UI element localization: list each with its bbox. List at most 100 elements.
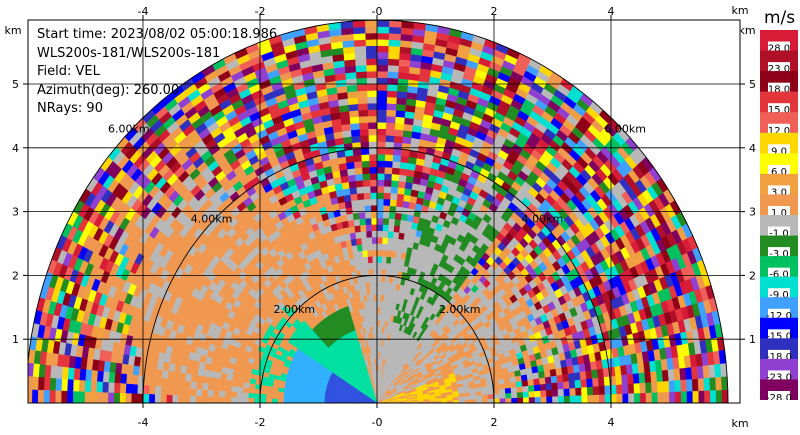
- velocity-gate: [370, 192, 378, 200]
- velocity-gate: [356, 83, 368, 92]
- velocity-gate: [389, 192, 398, 201]
- velocity-gate: [385, 109, 397, 117]
- velocity-gate: [651, 392, 659, 403]
- velocity-gate: [347, 97, 359, 106]
- velocity-gate: [364, 211, 372, 219]
- velocity-gate: [380, 268, 386, 276]
- velocity-gate: [366, 83, 378, 91]
- velocity-gate: [557, 395, 565, 403]
- velocity-gate: [521, 379, 529, 387]
- velocity-gate: [709, 389, 717, 403]
- velocity-gate: [376, 288, 381, 295]
- velocity-gate: [380, 281, 386, 289]
- velocity-gate: [373, 307, 378, 314]
- velocity-gate: [351, 206, 359, 214]
- velocity-gate: [376, 256, 382, 263]
- velocity-gate: [384, 281, 389, 290]
- velocity-gate: [385, 122, 396, 130]
- velocity-gate: [505, 397, 512, 403]
- velocity-gate: [390, 179, 399, 188]
- velocity-gate: [376, 115, 387, 123]
- velocity-gate: [372, 262, 378, 270]
- velocity-gate: [569, 387, 577, 396]
- velocity-gate: [365, 224, 372, 232]
- velocity-gate: [598, 394, 606, 403]
- velocity-gate: [373, 294, 378, 302]
- velocity-gate: [386, 90, 398, 98]
- velocity-gate: [368, 268, 374, 276]
- velocity-gate: [533, 384, 541, 392]
- velocity-gate: [368, 134, 378, 142]
- velocity-gate: [656, 370, 664, 382]
- velocity-gate: [622, 393, 629, 403]
- velocity-gate: [379, 307, 384, 315]
- velocity-gate: [352, 154, 362, 163]
- velocity-gate: [593, 394, 600, 403]
- velocity-gate: [358, 115, 369, 124]
- velocity-gate: [563, 395, 571, 403]
- velocity-gate: [516, 391, 524, 398]
- velocity-gate: [365, 51, 378, 59]
- velocity-gate: [686, 390, 694, 403]
- velocity-gate: [674, 391, 682, 403]
- velocity-gate: [362, 173, 371, 181]
- velocity-gate: [376, 243, 383, 251]
- velocity-gate: [381, 256, 387, 264]
- velocity-gate: [397, 238, 404, 247]
- velocity-gate: [396, 90, 408, 99]
- velocity-gate: [376, 39, 389, 47]
- velocity-gate: [382, 205, 390, 213]
- velocity-gate: [388, 32, 401, 41]
- velocity-gate: [362, 185, 371, 194]
- velocity-gate: [557, 381, 564, 390]
- velocity-gate: [363, 192, 371, 200]
- velocity-gate: [661, 369, 670, 382]
- velocity-gate: [365, 64, 378, 72]
- velocity-gate: [703, 377, 711, 391]
- velocity-gate: [387, 71, 399, 79]
- velocity-gate: [363, 198, 371, 206]
- velocity-gate: [343, 52, 356, 61]
- velocity-gate: [376, 236, 383, 244]
- velocity-gate: [367, 109, 378, 117]
- velocity-gate: [383, 192, 391, 200]
- velocity-gate: [487, 398, 495, 403]
- velocity-gate: [371, 249, 378, 257]
- velocity-gate: [638, 372, 646, 384]
- velocity-gate: [376, 51, 389, 59]
- velocity-gate: [386, 237, 394, 245]
- velocity-gate: [395, 109, 406, 118]
- velocity-gate: [388, 26, 402, 35]
- velocity-gate: [345, 78, 357, 86]
- velocity-gate: [358, 211, 366, 220]
- velocity-gate: [367, 262, 373, 270]
- velocity-gate: [539, 383, 547, 391]
- velocity-gate: [376, 211, 384, 219]
- velocity-gate: [381, 262, 387, 270]
- velocity-gate: [644, 371, 652, 383]
- velocity-gate: [346, 90, 358, 99]
- velocity-gate: [397, 232, 405, 240]
- velocity-gate: [387, 52, 400, 60]
- velocity-gate: [385, 134, 395, 143]
- velocity-gate: [391, 167, 400, 175]
- velocity-gate: [528, 396, 536, 403]
- velocity-gate: [626, 373, 635, 385]
- velocity-gate: [369, 166, 378, 174]
- velocity-gate: [645, 392, 653, 403]
- velocity-gate: [376, 58, 389, 66]
- velocity-gate: [399, 161, 409, 170]
- velocity-gate: [376, 198, 384, 206]
- velocity-gate: [383, 294, 388, 302]
- velocity-gate: [376, 153, 386, 161]
- velocity-gate: [686, 378, 693, 392]
- velocity-gate: [354, 58, 367, 66]
- velocity-gate: [680, 390, 688, 403]
- velocity-gate: [385, 115, 396, 124]
- velocity-gate: [376, 230, 383, 238]
- velocity-gate: [366, 243, 373, 251]
- velocity-gate: [382, 230, 389, 238]
- velocity-gate: [551, 382, 559, 390]
- velocity-gate: [597, 376, 605, 387]
- velocity-gate: [376, 249, 383, 257]
